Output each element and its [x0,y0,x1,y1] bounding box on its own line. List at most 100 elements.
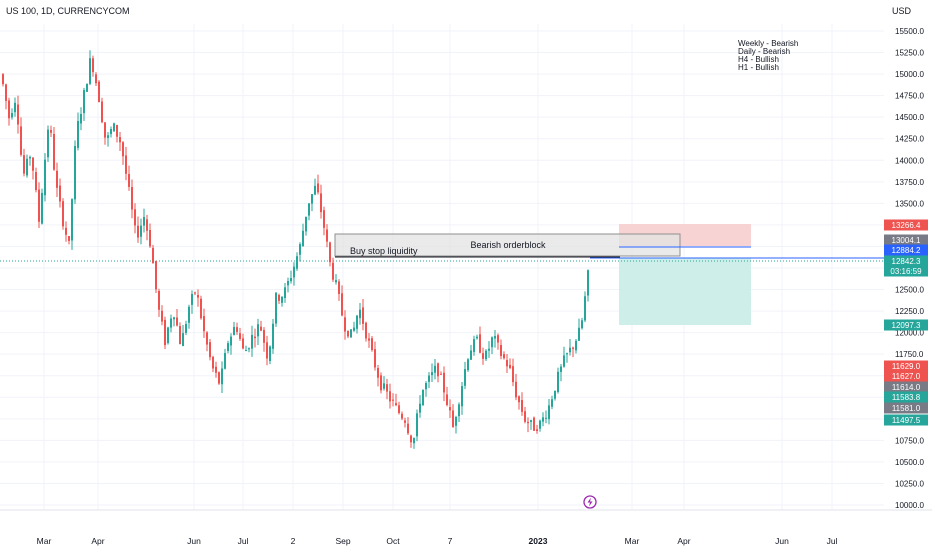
candle-body[interactable] [128,174,130,187]
candle-body[interactable] [26,158,28,176]
candle-body[interactable] [491,337,493,348]
candle-body[interactable] [446,394,448,406]
candle-body[interactable] [338,281,340,294]
candle-body[interactable] [473,339,475,352]
candle-body[interactable] [68,236,70,241]
candle-body[interactable] [554,390,556,399]
candle-body[interactable] [92,58,94,73]
candle-body[interactable] [185,323,187,333]
candle-body[interactable] [365,322,367,339]
candle-body[interactable] [311,194,313,204]
candle-body[interactable] [71,199,73,241]
candle-body[interactable] [470,350,472,360]
candle-body[interactable] [515,381,517,398]
candle-body[interactable] [452,410,454,428]
candle-body[interactable] [521,400,523,412]
candle-body[interactable] [8,100,10,119]
candle-body[interactable] [464,369,466,386]
candle-body[interactable] [287,281,289,286]
candle-body[interactable] [509,364,511,369]
candle-body[interactable] [467,359,469,371]
candle-body[interactable] [557,371,559,392]
candle-body[interactable] [443,372,445,393]
candle-body[interactable] [29,156,31,159]
candle-body[interactable] [233,326,235,335]
candle-body[interactable] [458,404,460,417]
candle-body[interactable] [191,293,193,305]
candle-body[interactable] [5,84,7,101]
candle-body[interactable] [578,327,580,341]
candle-body[interactable] [95,74,97,84]
candle-body[interactable] [284,287,286,298]
candle-body[interactable] [146,219,148,231]
candle-body[interactable] [254,336,256,339]
candle-body[interactable] [377,367,379,378]
candle-body[interactable] [224,353,226,369]
candle-body[interactable] [272,323,274,349]
candle-body[interactable] [488,348,490,351]
candle-body[interactable] [245,350,247,352]
candle-body[interactable] [131,186,133,210]
candle-body[interactable] [119,137,121,143]
candle-body[interactable] [98,81,100,103]
candle-body[interactable] [548,405,550,420]
candle-body[interactable] [461,386,463,407]
candle-body[interactable] [545,417,547,419]
candle-body[interactable] [125,155,127,174]
candle-body[interactable] [398,405,400,414]
candle-body[interactable] [11,113,13,118]
candle-body[interactable] [74,145,76,200]
candle-body[interactable] [425,383,427,390]
candle-body[interactable] [533,417,535,431]
candle-body[interactable] [320,193,322,213]
candle-body[interactable] [476,336,478,339]
candle-body[interactable] [434,365,436,373]
candle-body[interactable] [260,326,262,331]
candle-body[interactable] [53,134,55,170]
candle-body[interactable] [530,420,532,422]
candle-body[interactable] [323,210,325,228]
candle-body[interactable] [440,373,442,375]
candle-body[interactable] [410,435,412,443]
bearish-orderblock-box[interactable] [334,233,681,257]
candle-body[interactable] [335,280,337,283]
candle-body[interactable] [206,332,208,345]
candle-body[interactable] [326,229,328,242]
candle-body[interactable] [575,340,577,351]
candle-body[interactable] [308,203,310,216]
candle-body[interactable] [32,157,34,171]
candle-body[interactable] [77,121,79,148]
candle-body[interactable] [500,344,502,357]
candle-body[interactable] [167,327,169,344]
candle-body[interactable] [341,293,343,316]
candle-body[interactable] [449,407,451,411]
candle-body[interactable] [56,170,58,188]
candle-body[interactable] [332,262,334,280]
candle-body[interactable] [20,126,22,155]
candle-body[interactable] [59,185,61,202]
candlestick-series[interactable] [2,50,589,449]
candle-body[interactable] [485,350,487,360]
candle-body[interactable] [350,329,352,338]
candle-body[interactable] [317,183,319,193]
candle-body[interactable] [539,420,541,429]
candle-body[interactable] [110,129,112,135]
candle-body[interactable] [236,327,238,332]
candle-body[interactable] [293,266,295,278]
candle-body[interactable] [329,242,331,263]
candle-body[interactable] [479,334,481,353]
candle-body[interactable] [197,294,199,298]
candle-body[interactable] [569,347,571,353]
candle-body[interactable] [344,317,346,332]
candle-body[interactable] [209,342,211,358]
candle-body[interactable] [497,335,499,343]
candle-body[interactable] [281,297,283,303]
candle-body[interactable] [587,270,589,296]
candle-body[interactable] [227,343,229,352]
candle-body[interactable] [65,227,67,235]
candle-body[interactable] [290,278,292,282]
candle-body[interactable] [170,318,172,328]
candle-body[interactable] [251,334,253,349]
candle-body[interactable] [437,363,439,377]
candle-body[interactable] [143,216,145,226]
